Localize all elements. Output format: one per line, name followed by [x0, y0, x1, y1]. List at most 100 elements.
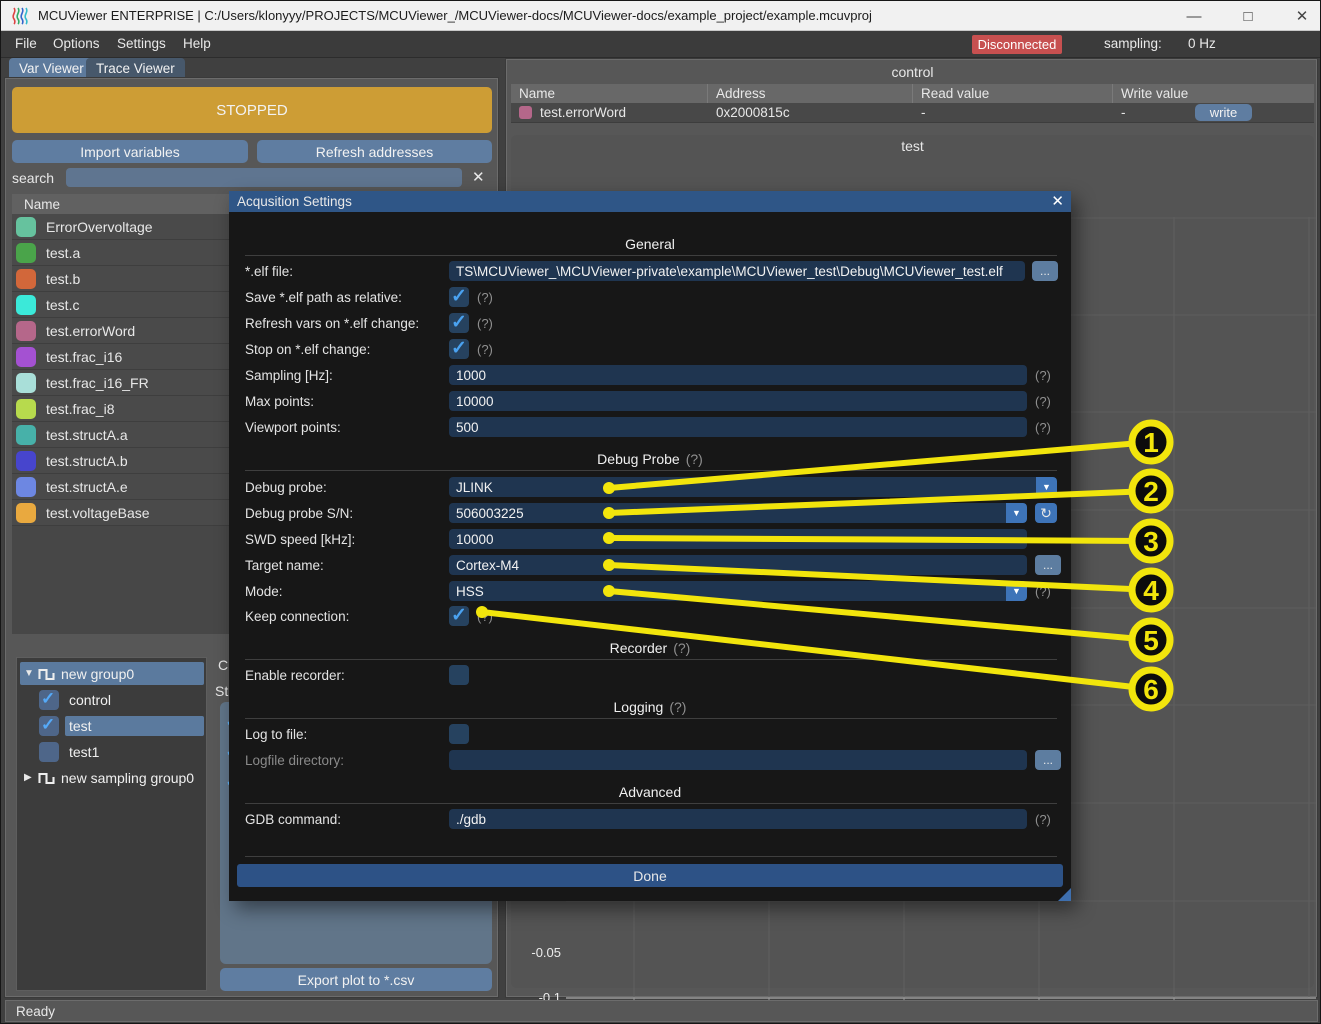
- waveform-icon: [38, 770, 55, 786]
- probe-sn-combo[interactable]: 506003225 ▼: [449, 503, 1027, 523]
- cell-name: test.errorWord: [540, 105, 708, 120]
- status-bar: Ready: [5, 1000, 1318, 1022]
- target-name-input[interactable]: Cortex-M4: [449, 555, 1027, 575]
- dialog-titlebar[interactable]: Acqusition Settings: [229, 191, 1071, 212]
- maximize-button[interactable]: □: [1238, 8, 1258, 25]
- menu-options[interactable]: Options: [53, 36, 100, 51]
- checkbox-refresh-vars[interactable]: [449, 313, 469, 333]
- col-write-value: Write value: [1113, 84, 1314, 103]
- export-csv-button[interactable]: Export plot to *.csv: [220, 968, 492, 991]
- logfile-browse-button[interactable]: ...: [1035, 750, 1061, 770]
- elf-file-input[interactable]: TS\MCUViewer_\MCUViewer-private\example\…: [449, 261, 1025, 281]
- help-marker: (?): [477, 342, 493, 357]
- row-save-relative: Save *.elf path as relative: (?): [245, 287, 1065, 307]
- row-logfile-directory: Logfile directory: ...: [245, 750, 1065, 770]
- var-color-swatch: [16, 399, 36, 419]
- chevron-down-icon[interactable]: ▼: [1036, 477, 1057, 497]
- refresh-addresses-button[interactable]: Refresh addresses: [257, 140, 492, 163]
- tree-item-control[interactable]: control: [39, 688, 204, 711]
- tab-var-viewer[interactable]: Var Viewer: [9, 58, 94, 78]
- dialog-resize-grip[interactable]: [1058, 888, 1071, 901]
- checkbox[interactable]: [39, 690, 59, 710]
- checkbox-enable-recorder[interactable]: [449, 665, 469, 685]
- app-logo-icon: [11, 7, 29, 25]
- viewport-points-input[interactable]: 500: [449, 417, 1027, 437]
- row-max-points: Max points: 10000 (?): [245, 391, 1065, 411]
- plot-title: test: [511, 138, 1314, 154]
- var-color-swatch: [16, 347, 36, 367]
- checkbox[interactable]: [39, 742, 59, 762]
- connection-status-badge: Disconnected: [972, 35, 1062, 54]
- menu-settings[interactable]: Settings: [117, 36, 166, 51]
- tree-item-test1[interactable]: test1: [39, 740, 204, 763]
- max-points-input[interactable]: 10000: [449, 391, 1027, 411]
- swd-speed-input[interactable]: 10000: [449, 529, 1027, 549]
- minimize-button[interactable]: —: [1184, 8, 1204, 25]
- menu-bar: File Options Settings Help Disconnected …: [1, 31, 1321, 58]
- help-marker: (?): [1035, 812, 1051, 827]
- status-text: Ready: [16, 1004, 55, 1019]
- debug-probe-combo[interactable]: JLINK ▼: [449, 477, 1057, 497]
- acquisition-state-button[interactable]: STOPPED: [12, 87, 492, 133]
- row-debug-probe: Debug probe: JLINK ▼: [245, 477, 1065, 497]
- row-sampling: Sampling [Hz]: 1000 (?): [245, 365, 1065, 385]
- chevron-down-icon[interactable]: ▼: [1006, 581, 1027, 601]
- search-input[interactable]: [66, 168, 462, 187]
- logfile-directory-input[interactable]: [449, 750, 1027, 770]
- checkbox-save-relative[interactable]: [449, 287, 469, 307]
- help-marker: (?): [477, 316, 493, 331]
- checkbox-stop-on-change[interactable]: [449, 339, 469, 359]
- checkbox[interactable]: [39, 716, 59, 736]
- var-color-swatch: [16, 269, 36, 289]
- help-marker: (?): [1035, 394, 1051, 409]
- sampling-input[interactable]: 1000: [449, 365, 1027, 385]
- row-swd-speed: SWD speed [kHz]: 10000: [245, 529, 1065, 549]
- var-color-swatch: [519, 106, 532, 119]
- write-button[interactable]: write: [1195, 104, 1252, 121]
- var-color-swatch: [16, 477, 36, 497]
- var-color-swatch: [16, 217, 36, 237]
- tree-group-row[interactable]: ▼ new group0: [20, 662, 204, 685]
- chevron-down-icon[interactable]: ▼: [24, 668, 38, 679]
- dialog-close-icon[interactable]: ✕: [1051, 192, 1064, 210]
- var-color-swatch: [16, 321, 36, 341]
- control-table-row[interactable]: test.errorWord 0x2000815c - - write: [511, 103, 1314, 123]
- checkbox-keep-connection[interactable]: [449, 606, 469, 626]
- row-log-to-file: Log to file:: [245, 724, 1065, 744]
- row-enable-recorder: Enable recorder:: [245, 665, 1065, 685]
- search-clear-icon[interactable]: ✕: [472, 168, 485, 186]
- target-browse-button[interactable]: ...: [1035, 555, 1061, 575]
- section-debug-probe: Debug Probe(?): [229, 451, 1071, 467]
- chevron-right-icon[interactable]: ▶: [24, 772, 38, 783]
- section-recorder: Recorder(?): [229, 640, 1071, 656]
- elf-browse-button[interactable]: ...: [1032, 261, 1058, 281]
- cell-read-value: -: [913, 105, 1113, 120]
- dialog-title: Acqusition Settings: [237, 194, 352, 209]
- section-general: General: [229, 236, 1071, 252]
- tab-trace-viewer[interactable]: Trace Viewer: [86, 58, 185, 78]
- var-color-swatch: [16, 243, 36, 263]
- menu-file[interactable]: File: [15, 36, 37, 51]
- tree-item-test[interactable]: test: [39, 714, 204, 737]
- group-tree-panel: ▼ new group0 control test test1 ▶ new sa…: [16, 657, 207, 991]
- mode-combo[interactable]: HSS ▼: [449, 581, 1027, 601]
- chevron-down-icon[interactable]: ▼: [1006, 503, 1027, 523]
- help-marker: (?): [477, 290, 493, 305]
- checkbox-log-to-file[interactable]: [449, 724, 469, 744]
- gdb-command-input[interactable]: ./gdb: [449, 809, 1027, 829]
- row-target-name: Target name: Cortex-M4 ...: [245, 555, 1065, 575]
- var-color-swatch: [16, 425, 36, 445]
- plot-controls-clipped-text: C: [218, 657, 228, 673]
- close-button[interactable]: ✕: [1292, 7, 1312, 25]
- control-table-header: Name Address Read value Write value: [511, 84, 1314, 103]
- refresh-sn-icon[interactable]: ↻: [1035, 503, 1057, 523]
- section-logging: Logging(?): [229, 699, 1071, 715]
- menu-help[interactable]: Help: [183, 36, 211, 51]
- cell-write-value[interactable]: -: [1113, 105, 1195, 120]
- tree-sampling-group-row[interactable]: ▶ new sampling group0: [20, 766, 204, 789]
- row-stop-on-change: Stop on *.elf change: (?): [245, 339, 1065, 359]
- import-variables-button[interactable]: Import variables: [12, 140, 248, 163]
- done-button[interactable]: Done: [237, 864, 1063, 887]
- help-marker: (?): [1035, 368, 1051, 383]
- col-address: Address: [708, 84, 913, 103]
